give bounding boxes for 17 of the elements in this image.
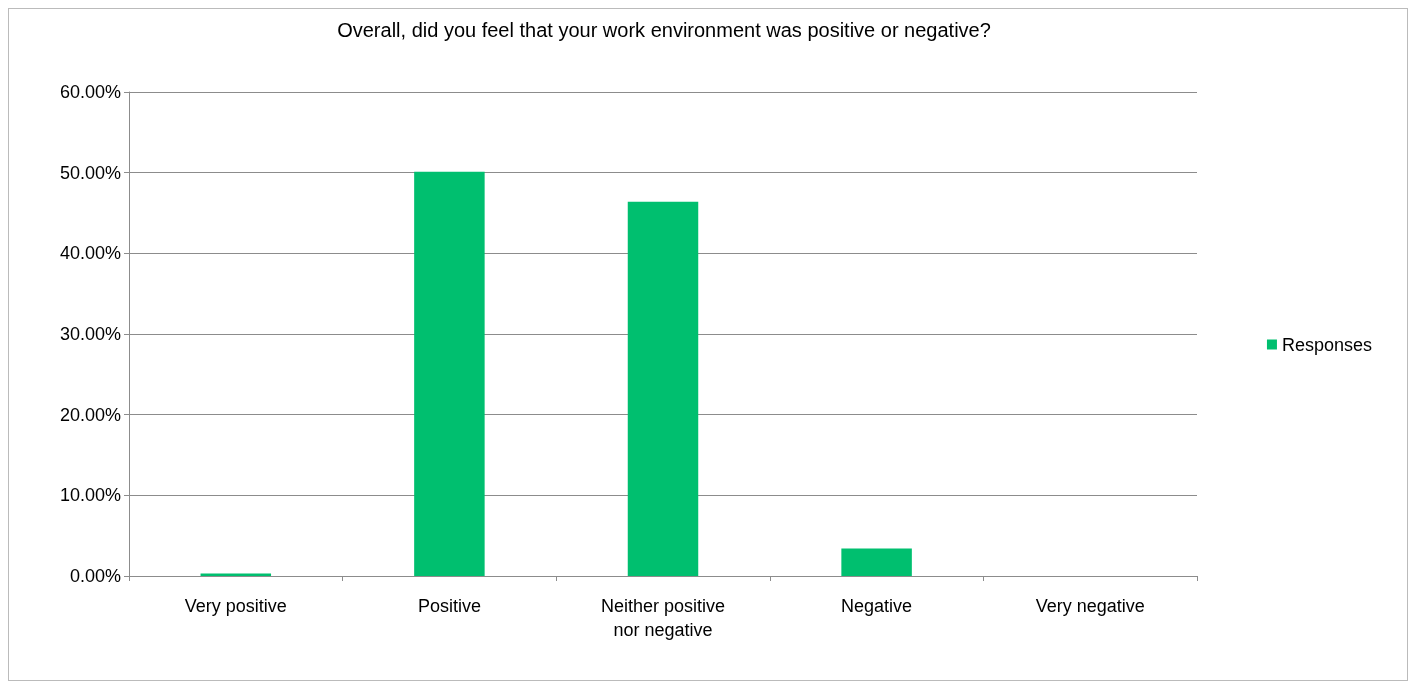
- x-tick-label: Very negative: [1035, 596, 1145, 616]
- x-tick-label: Very positive: [184, 596, 287, 616]
- x-tick-label: Negative: [841, 596, 913, 616]
- x-tick-label: Positive: [417, 596, 481, 616]
- x-tick-label: Neither positive nor negative: [600, 596, 726, 640]
- chart-title: Overall, did you feel that your work environment was positive or negative?: [337, 19, 991, 41]
- y-tick-label: 20.00%: [59, 404, 121, 425]
- bar: [414, 171, 485, 576]
- y-tick-label: 50.00%: [59, 162, 121, 183]
- bar: [627, 201, 699, 576]
- y-tick-label: 0.00%: [69, 566, 121, 586]
- y-tick-label: 10.00%: [59, 485, 121, 506]
- y-tick-label: 40.00%: [59, 243, 121, 264]
- y-tick-label: 60.00%: [59, 82, 121, 102]
- bar: [841, 548, 912, 576]
- y-tick-label: 30.00%: [59, 324, 121, 344]
- legend-label: Responses: [1281, 334, 1373, 355]
